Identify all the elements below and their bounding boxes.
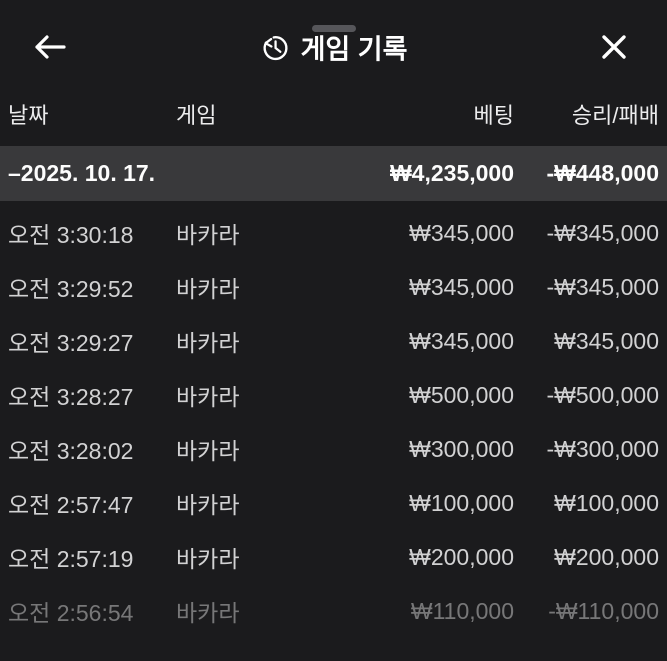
row-time: 오전 3:28:27 xyxy=(8,384,134,410)
row-time: 오전 2:57:19 xyxy=(8,546,134,572)
table-row[interactable]: 오전 2:57:47 바카라 ₩100,000 ₩100,000 xyxy=(0,476,667,530)
close-x-icon xyxy=(600,33,628,61)
history-clock-icon xyxy=(260,32,291,63)
row-time: 오전 3:29:52 xyxy=(8,276,134,302)
row-result: -₩345,000 xyxy=(546,273,659,300)
summary-result-total: -₩448,000 xyxy=(546,160,659,186)
row-bet: ₩200,000 xyxy=(409,543,514,570)
row-bet: ₩345,000 xyxy=(409,273,514,300)
sheet-header: 게임 기록 xyxy=(0,22,667,72)
table-row[interactable]: 오전 3:28:02 바카라 ₩300,000 -₩300,000 xyxy=(0,422,667,476)
drag-handle[interactable] xyxy=(311,25,356,32)
column-header-game: 게임 xyxy=(176,103,217,128)
row-bet: ₩300,000 xyxy=(409,435,514,462)
row-game: 바카라 xyxy=(176,546,240,572)
back-button[interactable] xyxy=(30,30,70,64)
table-column-headers: 날짜 게임 베팅 승리/패배 xyxy=(0,98,667,130)
row-game: 바카라 xyxy=(176,276,240,302)
column-header-date: 날짜 xyxy=(8,103,49,128)
row-result: -₩500,000 xyxy=(546,381,659,408)
column-header-bet: 베팅 xyxy=(473,103,514,128)
arrow-left-icon xyxy=(33,34,67,60)
row-result: ₩345,000 xyxy=(554,327,659,354)
row-bet: ₩345,000 xyxy=(409,219,514,246)
row-game: 바카라 xyxy=(176,600,240,626)
row-result: ₩200,000 xyxy=(554,543,659,570)
row-time: 오전 3:28:02 xyxy=(8,438,134,464)
summary-bet-total: ₩4,235,000 xyxy=(389,160,514,186)
row-time: 오전 3:29:27 xyxy=(8,330,134,356)
close-button[interactable] xyxy=(597,30,631,64)
row-time: 오전 2:56:54 xyxy=(8,600,134,626)
row-bet: ₩500,000 xyxy=(409,381,514,408)
table-row[interactable]: 오전 3:28:27 바카라 ₩500,000 -₩500,000 xyxy=(0,368,667,422)
column-header-result: 승리/패배 xyxy=(571,103,659,128)
row-game: 바카라 xyxy=(176,492,240,518)
row-result: -₩345,000 xyxy=(546,219,659,246)
table-row[interactable]: 오전 3:30:18 바카라 ₩345,000 -₩345,000 xyxy=(0,206,667,260)
summary-date: –2025. 10. 17. xyxy=(8,160,156,186)
sheet-title: 게임 기록 xyxy=(260,28,408,67)
row-result: -₩110,000 xyxy=(548,597,659,624)
row-result: -₩300,000 xyxy=(546,435,659,462)
row-bet: ₩100,000 xyxy=(409,489,514,516)
page-title: 게임 기록 xyxy=(300,34,408,65)
row-game: 바카라 xyxy=(176,438,240,464)
table-row[interactable]: 오전 3:29:52 바카라 ₩345,000 -₩345,000 xyxy=(0,260,667,314)
row-game: 바카라 xyxy=(176,330,240,356)
row-time: 오전 2:57:47 xyxy=(8,492,134,518)
row-result: ₩100,000 xyxy=(554,489,659,516)
table-row[interactable]: 오전 2:57:19 바카라 ₩200,000 ₩200,000 xyxy=(0,530,667,584)
game-history-list: 오전 3:30:18 바카라 ₩345,000 -₩345,000 오전 3:2… xyxy=(0,206,667,638)
row-bet: ₩345,000 xyxy=(409,327,514,354)
row-time: 오전 3:30:18 xyxy=(8,222,134,248)
table-row[interactable]: 오전 3:29:27 바카라 ₩345,000 ₩345,000 xyxy=(0,314,667,368)
row-game: 바카라 xyxy=(176,222,240,248)
row-game: 바카라 xyxy=(176,384,240,410)
table-row[interactable]: 오전 2:56:54 바카라 ₩110,000 -₩110,000 xyxy=(0,584,667,638)
summary-row: –2025. 10. 17. ₩4,235,000 -₩448,000 xyxy=(0,146,667,201)
row-bet: ₩110,000 xyxy=(410,597,514,624)
